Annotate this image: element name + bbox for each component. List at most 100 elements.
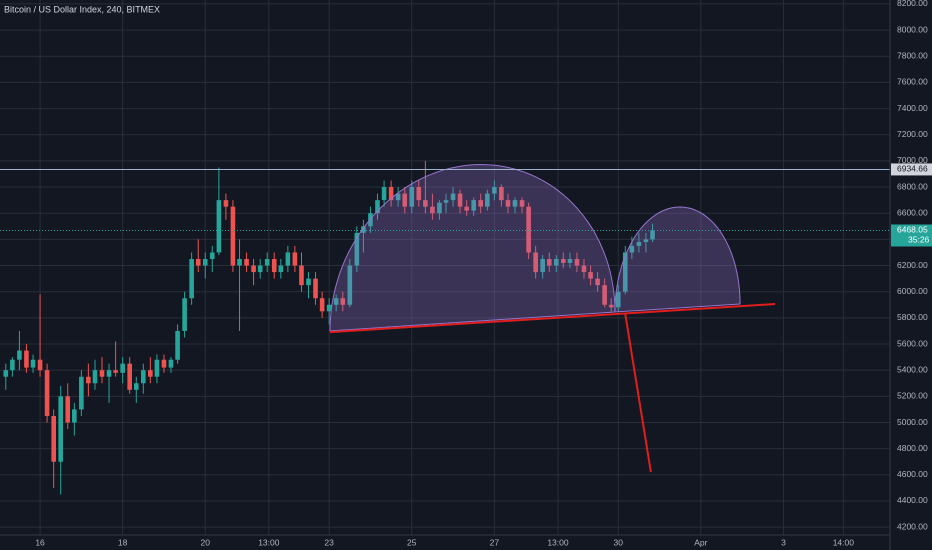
candle-body [141, 370, 146, 384]
candle-body [154, 359, 160, 377]
candle-body [423, 200, 428, 207]
x-tick-label: Apr [694, 537, 707, 547]
y-tick-label: 6800.00 [897, 181, 928, 191]
trend-line [624, 313, 652, 473]
y-tick-label: 6200.00 [897, 260, 928, 270]
candle-body [340, 298, 346, 305]
candle-body [519, 200, 525, 207]
y-tick-label: 8200.00 [897, 0, 928, 8]
y-tick-label: 5400.00 [897, 364, 928, 374]
y-tick-label: 4800.00 [897, 443, 928, 453]
candle-body [471, 200, 477, 211]
drawings [0, 163, 890, 473]
candle-body [65, 396, 71, 423]
candle-body [409, 187, 415, 207]
candle-body [629, 245, 635, 253]
candle-body [443, 200, 449, 203]
candle-body [216, 200, 222, 253]
y-tick-label: 7800.00 [897, 50, 928, 60]
y-tick-label: 6600.00 [897, 207, 928, 217]
candle-body [512, 200, 518, 207]
candle-body [3, 370, 9, 377]
chart-title: Bitcoin / US Dollar Index, 240, BITMEX [4, 4, 160, 14]
candle-body [505, 200, 511, 207]
candle-body [499, 187, 504, 201]
candle-body [17, 350, 22, 360]
x-tick-label: 18 [118, 537, 128, 547]
candle-body [58, 396, 64, 462]
candle-body [540, 258, 545, 273]
y-tick-label: 4400.00 [897, 495, 928, 505]
candle-body [99, 370, 105, 377]
candle-body [10, 359, 15, 371]
candle-body [395, 193, 401, 201]
candle-body [278, 265, 284, 273]
candle-body [368, 213, 373, 227]
candle-body [478, 200, 484, 207]
arc-drawing [614, 206, 741, 313]
candle-body [86, 376, 91, 384]
candle-body [285, 252, 291, 266]
candle-body [271, 258, 277, 273]
candle-body [113, 370, 118, 373]
candle-body [546, 258, 552, 266]
candle-body [326, 304, 332, 312]
candle-body [388, 187, 394, 201]
candle-body [464, 206, 469, 211]
y-tick-label: 5000.00 [897, 417, 928, 427]
candle-body [595, 278, 600, 286]
candle-body [437, 202, 442, 214]
candle-body [244, 258, 249, 266]
candle-body [333, 298, 339, 305]
x-tick-label: 25 [407, 537, 417, 547]
candle-body [319, 298, 325, 312]
candle-body [264, 258, 270, 266]
candle-body [526, 206, 531, 253]
candle-body [602, 285, 607, 305]
candle-body [202, 258, 208, 266]
candle-body [106, 370, 112, 377]
x-tick-label: 3 [781, 537, 786, 547]
x-tick-label: 13:00 [258, 537, 280, 547]
candle-body [175, 330, 180, 360]
candle-body [51, 415, 56, 462]
candle-body [148, 370, 153, 377]
y-tick-label: 5600.00 [897, 338, 928, 348]
y-tick-label: 4200.00 [897, 521, 928, 531]
candle-body [533, 252, 538, 273]
x-tick-label: 16 [35, 537, 45, 547]
candle-body [44, 370, 50, 416]
candle-body [306, 278, 311, 286]
candle-body [209, 252, 215, 259]
y-tick-label: 4600.00 [897, 469, 928, 479]
candle-body [237, 258, 242, 266]
arc-drawing [329, 163, 616, 332]
hline-label: 6934.66 [897, 164, 928, 174]
x-tick-label: 27 [490, 537, 500, 547]
candle-body [622, 252, 628, 292]
candle-body [361, 226, 366, 233]
candle-body [92, 370, 98, 384]
candle-body [127, 363, 132, 390]
candle-body [133, 383, 139, 390]
candle-body [299, 265, 304, 286]
candle-body [650, 230, 655, 240]
last-price-label: 6468.05 [897, 225, 928, 235]
candle-body [354, 232, 360, 266]
candle-body [643, 239, 649, 242]
candle-body [182, 298, 187, 331]
candle-body [30, 359, 36, 368]
axes: 4200.00 4400.00 4600.00 4800.00 5000.00 5200.… [35, 0, 932, 547]
y-tick-label: 7400.00 [897, 103, 928, 113]
candle-body [581, 265, 587, 273]
candle-body [381, 187, 387, 201]
candle-body [120, 363, 125, 373]
candle-body [588, 272, 593, 279]
y-tick-label: 8000.00 [897, 24, 928, 34]
y-tick-label: 7600.00 [897, 77, 928, 87]
grid [0, 0, 890, 535]
candle-body [492, 187, 497, 194]
